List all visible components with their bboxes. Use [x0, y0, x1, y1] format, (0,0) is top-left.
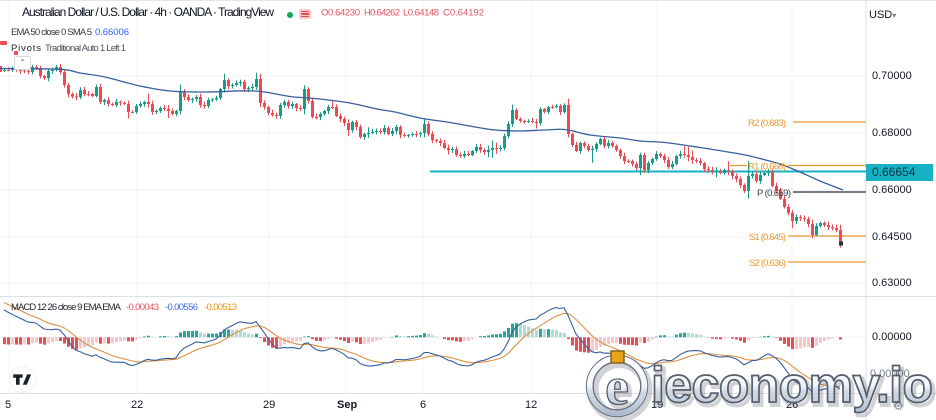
svg-text:P (0.659): P (0.659) — [757, 188, 791, 199]
svg-text:C0.64192: C0.64192 — [443, 8, 484, 19]
svg-text:MACD 12 26 close 9 EMA EMA: MACD 12 26 close 9 EMA EMA — [11, 302, 122, 313]
svg-text:R1 (0.668): R1 (0.668) — [748, 162, 786, 173]
svg-text:0.66006: 0.66006 — [95, 27, 129, 38]
svg-text:ieconomy.io: ieconomy.io — [651, 357, 931, 413]
svg-text:O0.64230: O0.64230 — [321, 8, 360, 19]
svg-text:-0.00043: -0.00043 — [126, 302, 159, 313]
svg-text:ieconomy.io: ieconomy.io — [654, 360, 934, 416]
svg-text:-0.00513: -0.00513 — [204, 302, 237, 313]
svg-text:H0.64262: H0.64262 — [364, 8, 400, 19]
svg-text:S1 (0.645): S1 (0.645) — [749, 232, 786, 243]
svg-text:EMA 50 close 0 SMA 5: EMA 50 close 0 SMA 5 — [11, 27, 92, 38]
svg-text:Australian Dollar / U.S. Dolla: Australian Dollar / U.S. Dollar · 4h · O… — [22, 5, 274, 19]
svg-text:-0.00556: -0.00556 — [165, 302, 198, 313]
svg-text:R2 (0.683): R2 (0.683) — [748, 118, 786, 129]
svg-text:Pivots: Pivots — [11, 43, 41, 54]
svg-text:L0.64148: L0.64148 — [403, 8, 439, 19]
svg-text:e: e — [605, 358, 629, 416]
svg-text:Traditional Auto 1 Left 1: Traditional Auto 1 Left 1 — [45, 43, 126, 54]
svg-text:S2 (0.636): S2 (0.636) — [749, 258, 786, 269]
